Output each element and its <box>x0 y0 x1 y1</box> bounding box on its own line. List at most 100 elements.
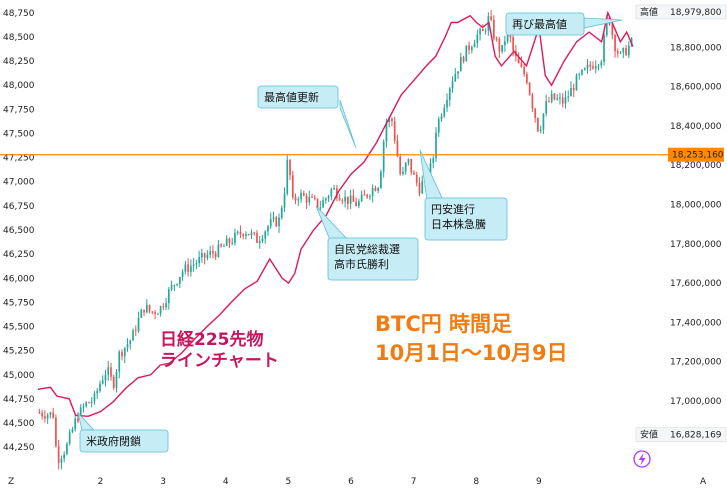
candle-body <box>82 406 85 408</box>
candle-body <box>484 30 487 32</box>
candle-body <box>603 35 605 62</box>
candle-body <box>622 47 625 53</box>
candle-body <box>523 66 526 75</box>
btc-title: BTC円 時間足 <box>375 312 512 336</box>
candle-body <box>443 107 446 117</box>
candle-body <box>132 330 134 341</box>
candle-body <box>333 188 335 190</box>
candle-body <box>236 231 239 233</box>
candle-body <box>178 277 181 284</box>
candle-body <box>335 188 338 199</box>
nikkei-label: 日経225先物 <box>160 329 264 350</box>
callout-record-high-text: 最高値更新 <box>264 90 319 104</box>
candle-body <box>311 196 313 198</box>
callout-ldp-text: 高市氏勝利 <box>334 257 389 271</box>
candle-body <box>137 317 140 332</box>
candle-body <box>388 118 391 123</box>
candle-body <box>572 87 575 91</box>
low-marker-name: 安値 <box>640 429 658 441</box>
candle-body <box>575 75 578 91</box>
candle-body <box>432 158 435 163</box>
candle-body <box>501 45 503 52</box>
candle-body <box>107 367 110 375</box>
left-tick-label: 45,750 <box>3 298 35 308</box>
callout-shutdown-text: 米政府閉鎖 <box>86 434 141 448</box>
candle-body <box>435 132 437 159</box>
candle-body <box>154 311 156 314</box>
candle-body <box>253 232 256 234</box>
time-tick-label: 3 <box>160 477 166 487</box>
candle-body <box>201 253 203 258</box>
left-tick-label: 46,500 <box>3 226 35 236</box>
candle-body <box>99 383 101 391</box>
candle-body <box>165 303 167 308</box>
candle-body <box>217 244 220 257</box>
candle-body <box>451 81 454 89</box>
candle-body <box>278 217 280 227</box>
candle-body <box>214 253 217 257</box>
candle-body <box>294 197 297 201</box>
left-tick-label: 47,500 <box>3 129 35 139</box>
right-tick-label: 18,800,000 <box>670 43 722 53</box>
candle-body <box>57 446 60 463</box>
candle-body <box>192 264 195 266</box>
candle-body <box>104 374 107 381</box>
candle-body <box>66 443 68 455</box>
candle-body <box>203 253 206 258</box>
candle-body <box>38 412 41 414</box>
left-tick-label: 48,000 <box>3 81 35 91</box>
candle-body <box>355 201 357 207</box>
candle-body <box>377 188 380 191</box>
left-tick-label: 47,000 <box>3 178 35 188</box>
candle-body <box>60 458 63 463</box>
candle-body <box>490 16 492 20</box>
lightning-icon[interactable] <box>633 450 651 468</box>
candle-body <box>173 284 176 286</box>
candle-body <box>539 129 542 132</box>
candle-body <box>512 37 514 51</box>
candle-body <box>366 194 369 197</box>
nikkei-label-line2: ラインチャート <box>160 351 279 371</box>
candle-body <box>440 116 443 120</box>
candle-body <box>68 432 71 444</box>
candle-body <box>190 265 192 272</box>
low-marker-tag <box>635 427 727 442</box>
candle-body <box>448 88 451 101</box>
candle-body <box>421 180 424 194</box>
low-marker-value: 16,828,169 <box>670 431 722 441</box>
candle-body <box>228 238 231 244</box>
candle-body <box>371 188 374 196</box>
candle-body <box>41 412 43 417</box>
candle-body <box>605 16 608 36</box>
right-tick-label: 18,400,000 <box>670 122 722 132</box>
candle-body <box>280 207 283 218</box>
left-tick-label: 47,250 <box>3 154 35 164</box>
candle-body <box>429 162 432 175</box>
candle-body <box>71 429 74 433</box>
candle-body <box>369 195 371 197</box>
candle-body <box>495 38 498 40</box>
left-tick-label: 44,750 <box>3 395 35 405</box>
left-price-axis: 44,250 44,500 44,750 45,000 45,250 45,500 45,7… <box>3 9 35 453</box>
candle-body <box>330 189 333 197</box>
candle-body <box>55 417 57 447</box>
candle-body <box>267 226 269 232</box>
candle-body <box>322 200 324 208</box>
candle-body <box>537 117 539 132</box>
time-tick-label: 2 <box>98 477 104 487</box>
candle-body <box>195 263 198 265</box>
candle-body <box>520 63 523 67</box>
candle-body <box>349 195 352 204</box>
candle-body <box>517 56 520 64</box>
candle-body <box>600 61 603 66</box>
candle-body <box>145 304 148 313</box>
candle-body <box>465 45 468 62</box>
candle-body <box>143 309 145 313</box>
candle-body <box>407 158 410 163</box>
time-tick-label: 6 <box>348 477 354 487</box>
candle-body <box>413 172 415 175</box>
candle-body <box>239 231 242 235</box>
candle-body <box>545 101 548 114</box>
candle-body <box>616 51 619 54</box>
